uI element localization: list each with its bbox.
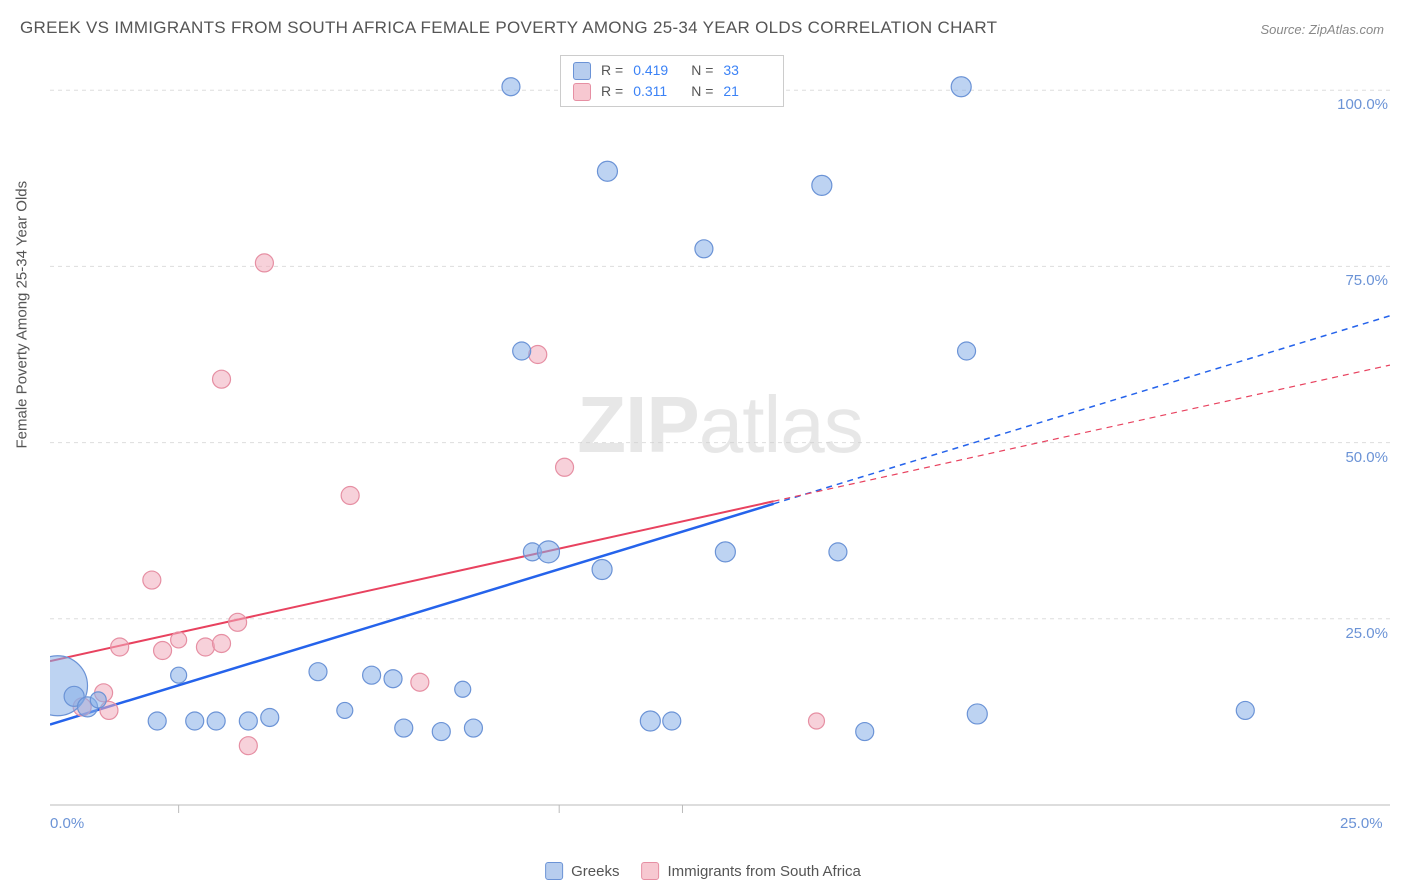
scatter-plot-svg: [50, 55, 1390, 825]
y-tick-label: 50.0%: [1345, 449, 1388, 466]
chart-container: GREEK VS IMMIGRANTS FROM SOUTH AFRICA FE…: [0, 0, 1406, 892]
y-axis-label: Female Poverty Among 25-34 Year Olds: [14, 181, 31, 449]
y-tick-label: 25.0%: [1345, 625, 1388, 642]
chart-title: GREEK VS IMMIGRANTS FROM SOUTH AFRICA FE…: [20, 18, 997, 38]
n-label: N =: [691, 81, 713, 102]
stats-row: R = 0.311 N = 21: [573, 81, 771, 102]
x-tick-label: 25.0%: [1340, 815, 1383, 832]
n-label: N =: [691, 60, 713, 81]
legend-label: Immigrants from South Africa: [667, 863, 860, 880]
y-tick-label: 100.0%: [1337, 96, 1388, 113]
swatch-icon: [573, 62, 591, 80]
r-value: 0.311: [633, 81, 681, 102]
swatch-icon: [545, 862, 563, 880]
stats-box: R = 0.419 N = 33 R = 0.311 N = 21: [560, 55, 784, 107]
r-value: 0.419: [633, 60, 681, 81]
n-value: 33: [723, 60, 771, 81]
legend-label: Greeks: [571, 863, 619, 880]
swatch-icon: [573, 83, 591, 101]
legend-item: Immigrants from South Africa: [641, 862, 860, 880]
n-value: 21: [723, 81, 771, 102]
stats-row: R = 0.419 N = 33: [573, 60, 771, 81]
legend-item: Greeks: [545, 862, 619, 880]
r-label: R =: [601, 81, 623, 102]
plot-area: ZIPatlas R = 0.419 N = 33 R = 0.311 N = …: [50, 55, 1390, 825]
x-tick-label: 0.0%: [50, 815, 84, 832]
y-tick-label: 75.0%: [1345, 272, 1388, 289]
source-attribution: Source: ZipAtlas.com: [1260, 22, 1384, 37]
legend: Greeks Immigrants from South Africa: [545, 862, 861, 880]
r-label: R =: [601, 60, 623, 81]
swatch-icon: [641, 862, 659, 880]
